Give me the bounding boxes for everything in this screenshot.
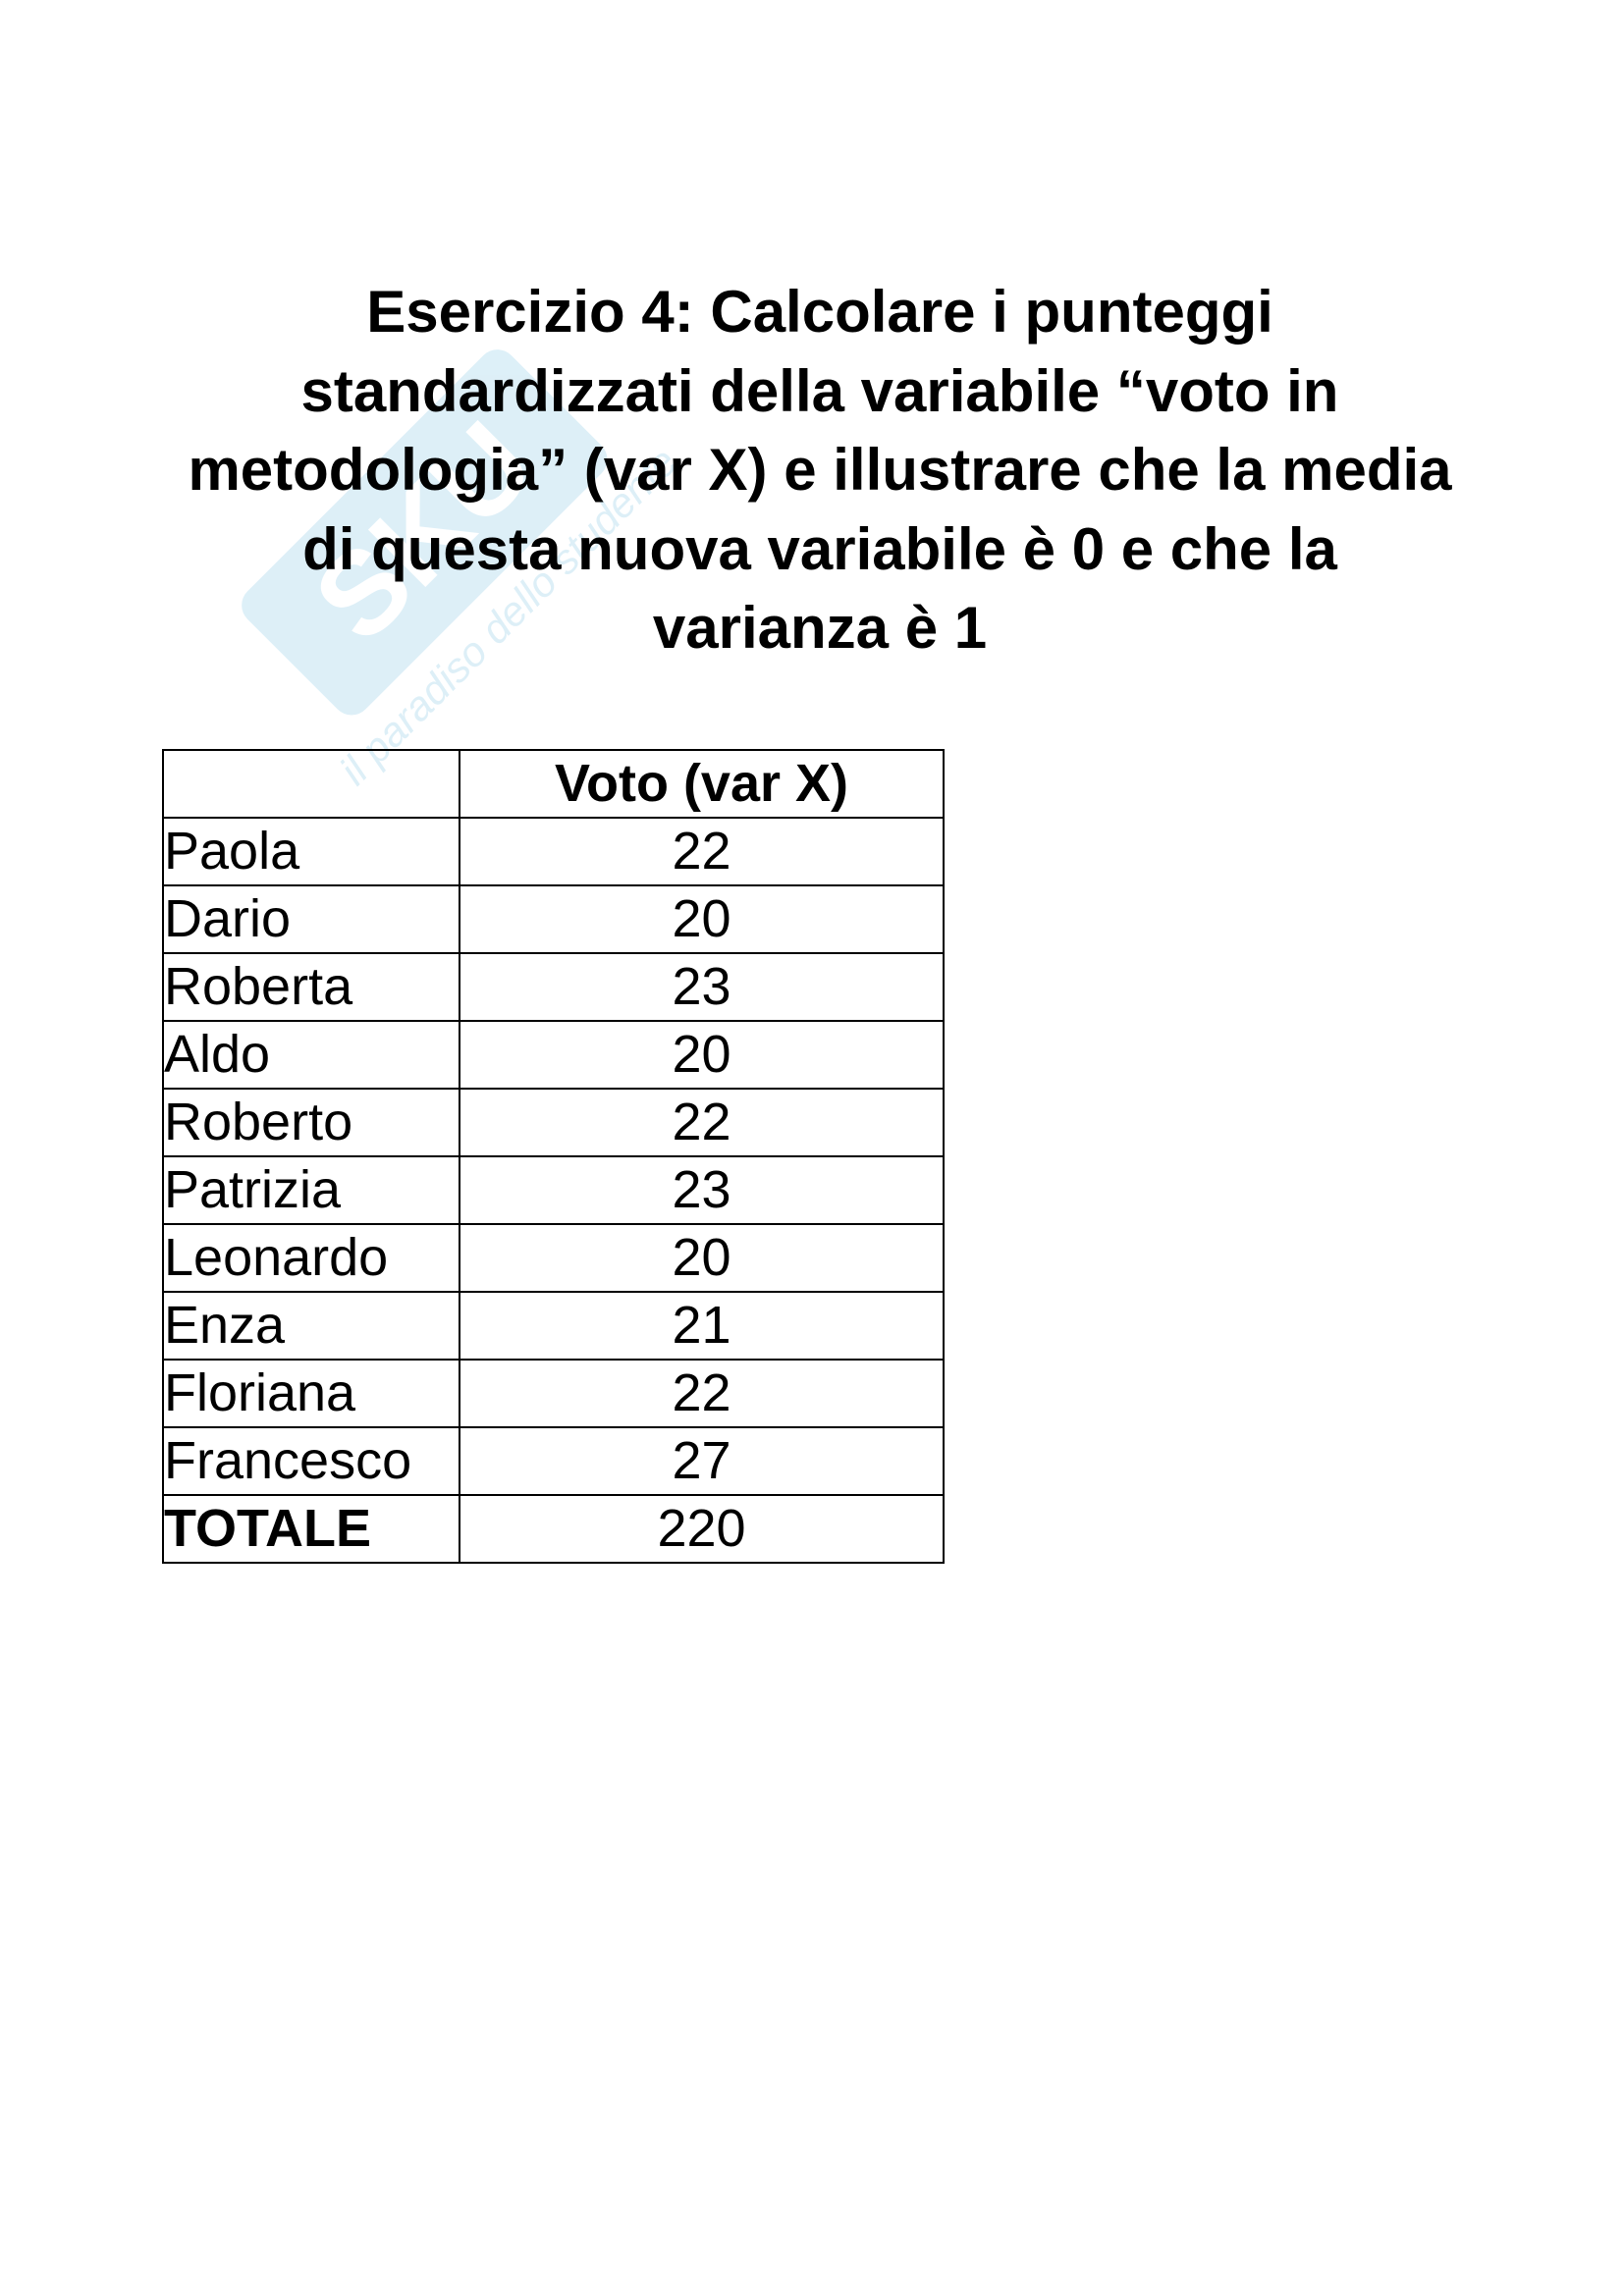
- student-grade: 22: [459, 1088, 945, 1157]
- student-name: Dario: [162, 884, 460, 954]
- student-grade: 23: [459, 1155, 945, 1225]
- student-name: Enza: [162, 1291, 460, 1361]
- table-row: Patrizia 23: [162, 1155, 945, 1225]
- table-row: Roberta 23: [162, 952, 945, 1022]
- student-grade: 20: [459, 1020, 945, 1090]
- student-grade: 20: [459, 884, 945, 954]
- table-row: Roberto 22: [162, 1088, 945, 1157]
- student-name: Paola: [162, 817, 460, 886]
- total-value: 220: [459, 1494, 945, 1564]
- student-name: Leonardo: [162, 1223, 460, 1293]
- total-row: TOTALE 220: [162, 1494, 945, 1564]
- student-grade: 22: [459, 817, 945, 886]
- header-cell-voto: Voto (var X): [459, 749, 945, 819]
- student-name: Patrizia: [162, 1155, 460, 1225]
- table-row: Leonardo 20: [162, 1223, 945, 1293]
- student-name: Aldo: [162, 1020, 460, 1090]
- student-name: Francesco: [162, 1426, 460, 1496]
- table-row: Floriana 22: [162, 1359, 945, 1428]
- student-grade: 20: [459, 1223, 945, 1293]
- student-grade: 27: [459, 1426, 945, 1496]
- student-grade: 21: [459, 1291, 945, 1361]
- total-label: TOTALE: [162, 1494, 460, 1564]
- grades-table: Voto (var X) Paola 22 Dario 20 Roberta 23 Aldo…: [162, 749, 945, 1564]
- student-name: Roberto: [162, 1088, 460, 1157]
- student-name: Roberta: [162, 952, 460, 1022]
- header-cell-name: [162, 749, 460, 819]
- table-row: Paola 22: [162, 817, 945, 886]
- table-row: Francesco 27: [162, 1426, 945, 1496]
- exercise-title: Esercizio 4: Calcolare i punteggi standa…: [188, 279, 1452, 661]
- student-name: Floriana: [162, 1359, 460, 1428]
- table-row: Aldo 20: [162, 1020, 945, 1090]
- table-row: Enza 21: [162, 1291, 945, 1361]
- table-row: Dario 20: [162, 884, 945, 954]
- table-header-row: Voto (var X): [162, 749, 945, 819]
- student-grade: 23: [459, 952, 945, 1022]
- student-grade: 22: [459, 1359, 945, 1428]
